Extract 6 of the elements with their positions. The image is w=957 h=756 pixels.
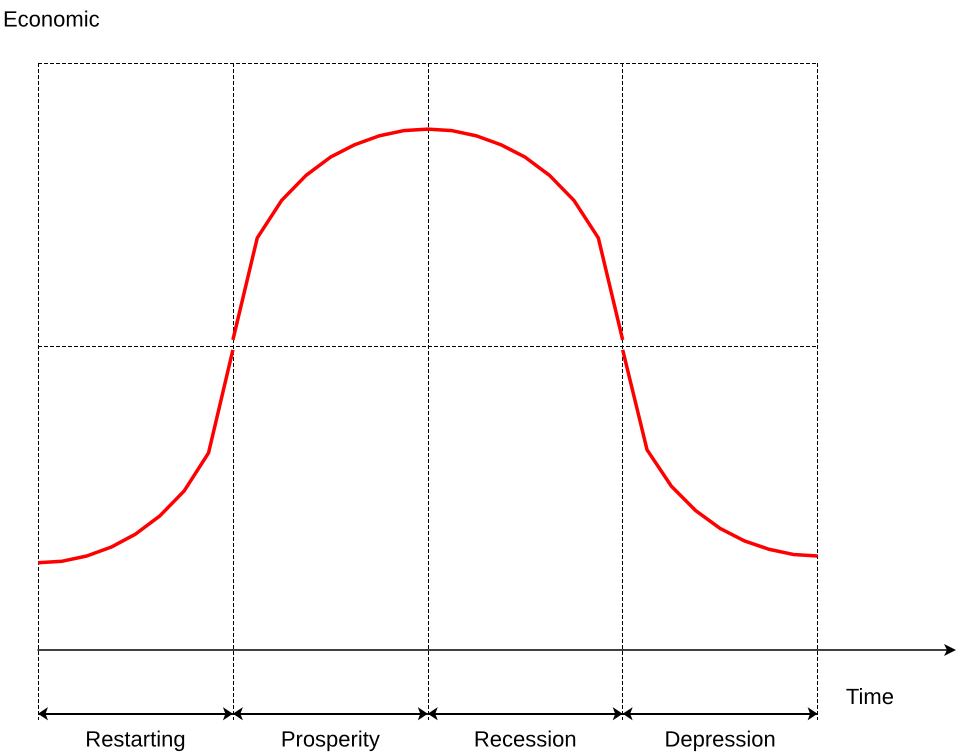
text: Restarting	[85, 726, 186, 752]
text: Recession	[474, 726, 577, 752]
text: Depression	[664, 726, 776, 752]
y-axis-title: Economic	[3, 6, 100, 32]
x-axis-title: Time	[846, 684, 894, 710]
text: Prosperity	[280, 726, 380, 752]
